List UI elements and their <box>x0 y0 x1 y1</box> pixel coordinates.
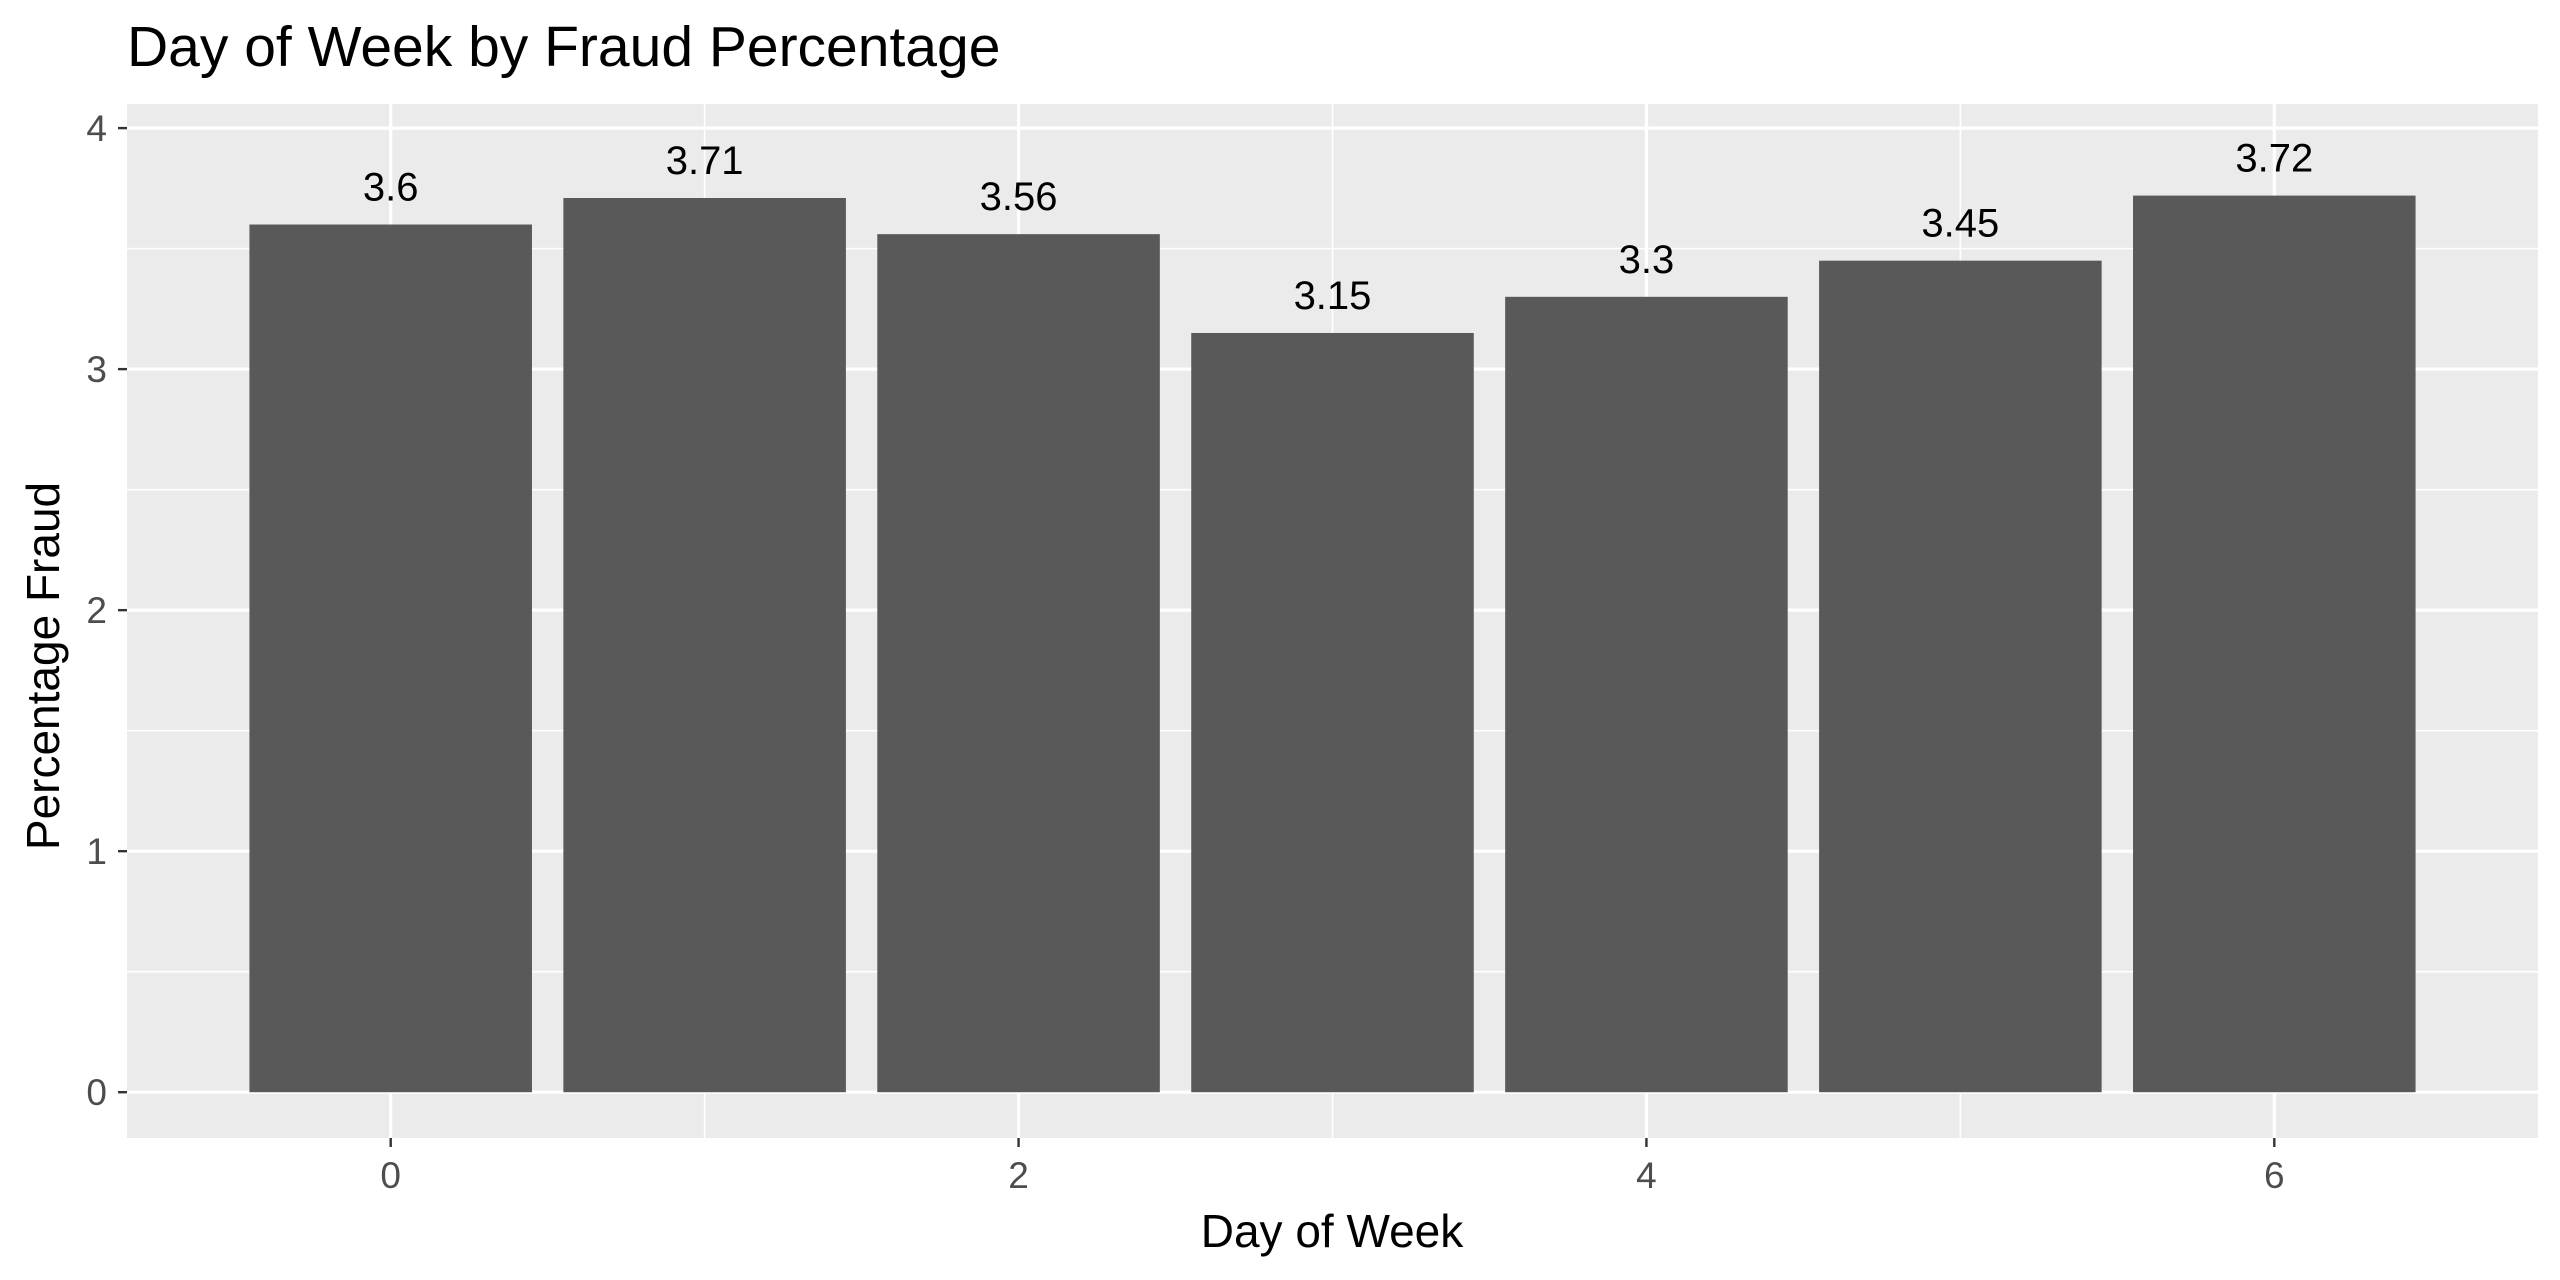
y-axis-title: Percentage Fraud <box>17 482 69 850</box>
axes-layer: 0 1 2 3 4 0 2 4 6 <box>86 108 2284 1196</box>
bar-day-5 <box>1819 260 2102 1093</box>
data-labels-layer: 3.6 3.71 3.56 3.15 3.3 3.45 3.72 <box>363 137 2313 318</box>
bar-day-3 <box>1191 332 1474 1093</box>
y-tick-label: 3 <box>86 349 107 390</box>
bar-day-6 <box>2133 195 2416 1093</box>
x-axis-title: Day of Week <box>1201 1205 1464 1257</box>
bar-day-0 <box>249 224 532 1093</box>
bars-layer <box>249 195 2416 1093</box>
chart-title: Day of Week by Fraud Percentage <box>127 15 1000 79</box>
x-tick-label: 6 <box>2264 1155 2285 1196</box>
bar-day-1 <box>563 198 846 1093</box>
data-label-day-4: 3.3 <box>1619 238 1675 282</box>
data-label-day-5: 3.45 <box>1921 202 1999 246</box>
x-tick-label: 2 <box>1008 1155 1029 1196</box>
x-tick-label: 4 <box>1636 1155 1657 1196</box>
bar-day-2 <box>877 234 1160 1093</box>
data-label-day-3: 3.15 <box>1294 274 1372 318</box>
x-tick-label: 0 <box>380 1155 401 1196</box>
data-label-day-1: 3.71 <box>666 139 744 183</box>
bar-day-4 <box>1505 296 1788 1093</box>
y-tick-label: 4 <box>86 108 107 149</box>
y-tick-label: 1 <box>86 831 107 872</box>
data-label-day-0: 3.6 <box>363 166 419 210</box>
data-label-day-6: 3.72 <box>2235 137 2313 181</box>
data-label-day-2: 3.56 <box>980 175 1058 219</box>
y-tick-label: 0 <box>86 1072 107 1113</box>
y-tick-label: 2 <box>86 590 107 631</box>
